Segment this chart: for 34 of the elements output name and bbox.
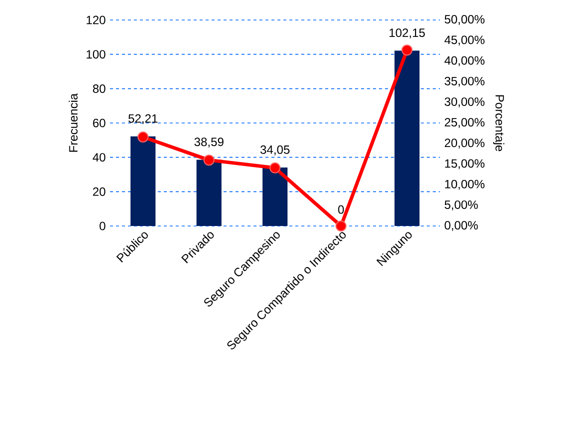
- data-label: 34,05: [260, 145, 290, 156]
- point: [270, 162, 281, 174]
- point: [336, 220, 347, 232]
- y-tick-label: 120: [86, 16, 106, 24]
- point: [204, 154, 215, 166]
- y2-axis-title: Porcentaje: [493, 95, 504, 152]
- bar: [196, 160, 222, 226]
- y2-tick-label: 30,00%: [444, 97, 484, 108]
- data-label: 0: [338, 205, 344, 214]
- y2-tick-label: 50,00%: [444, 15, 484, 25]
- y2-tick-label: 25,00%: [444, 118, 484, 128]
- point: [138, 132, 149, 143]
- data-label: 38,59: [194, 138, 224, 148]
- y2-tick-label: 5,00%: [444, 200, 478, 210]
- y2-tick-label: 20,00%: [444, 138, 484, 149]
- y-axis-title: Frecuencia: [68, 93, 78, 152]
- y-tick-label: 60: [93, 118, 106, 128]
- point: [402, 44, 413, 56]
- data-label: 102,15: [390, 28, 425, 38]
- y2-tick-label: 15,00%: [445, 159, 484, 170]
- y-tick-label: 100: [86, 50, 106, 59]
- bar: [130, 136, 156, 226]
- y-tick-label: 20: [93, 187, 106, 196]
- y2-tick-label: 45,00%: [444, 36, 484, 46]
- y2-tick-label: 10,00%: [445, 180, 484, 190]
- data-label: 52,21: [128, 114, 158, 124]
- y2-tick-label: 40,00%: [444, 56, 484, 66]
- bar: [262, 168, 288, 226]
- y-tick-label: 40: [92, 153, 106, 162]
- y2-tick-label: 0,00%: [444, 221, 478, 231]
- bar: [394, 50, 420, 226]
- y-tick-label: 80: [92, 84, 106, 93]
- y2-tick-label: 35,00%: [444, 76, 484, 87]
- y-tick-label: 0: [100, 222, 106, 230]
